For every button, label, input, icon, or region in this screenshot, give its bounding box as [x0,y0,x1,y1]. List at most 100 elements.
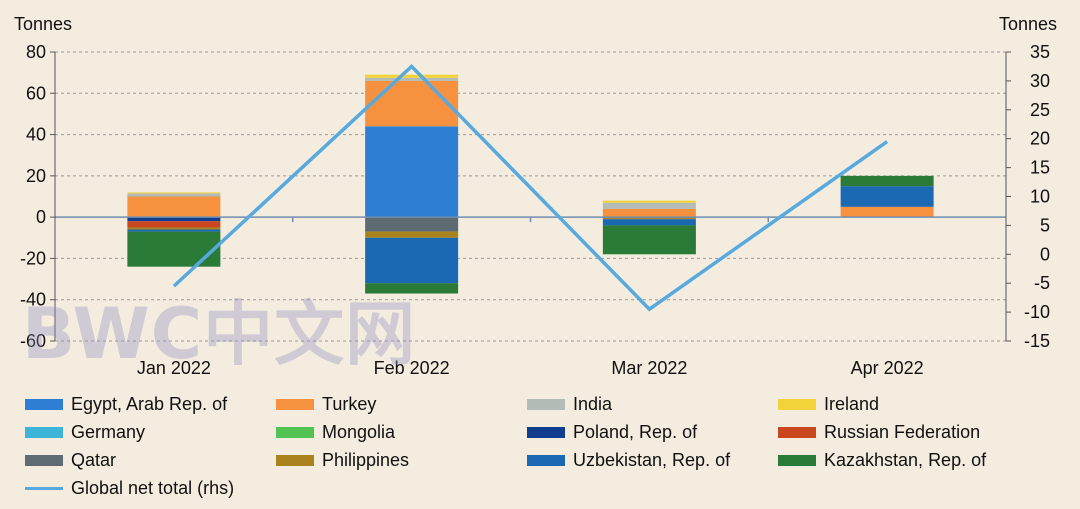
bar-segment-kazakhstan-rep-of [127,231,221,267]
legend-swatch [276,426,314,438]
right-tick-label: 25 [1030,100,1050,120]
legend-swatch [778,398,816,410]
bar-segment-india [365,77,459,81]
legend-label: Turkey [322,393,377,414]
legend-label: Qatar [71,449,117,470]
legend-label: Russian Federation [824,421,981,442]
legend-row: Qatar Philippines Uzbekistan, Rep. of Kazak… [25,446,1065,474]
left-tick-label: -40 [20,290,46,310]
bar-segment-qatar [365,217,459,232]
right-axis-tick-labels: 35 30 25 20 15 10 5 0 -5 -10 -15 [1006,42,1050,351]
legend-swatch [778,426,816,438]
bar-segment-philippines [127,227,221,230]
right-tick-label: 35 [1030,42,1050,62]
bar-segment-russian-federation [127,221,221,228]
legend-label: Ireland [824,393,880,414]
right-tick-label: 15 [1030,158,1050,178]
right-axis-unit: Tonnes [999,14,1057,34]
left-tick-label: 20 [26,166,46,186]
bar-segment-turkey [365,80,459,127]
left-tick-label: -20 [20,248,46,268]
legend-item: Philippines [276,450,527,471]
bar-segment-egypt-arab-rep-of [365,126,459,218]
legend-item: Kazakhstan, Rep. of [778,450,1029,471]
left-tick-label: 40 [26,125,46,145]
legend-swatch [25,454,63,466]
left-tick-label: 60 [26,83,46,103]
legend-swatch [527,398,565,410]
legend-label: Germany [71,421,146,442]
bar-segment-uzbekistan-rep-of [365,237,459,284]
right-tick-label: 10 [1030,187,1050,207]
legend-swatch [276,454,314,466]
legend-row: Germany Mongolia Poland, Rep. of Russian Fe… [25,418,1065,446]
legend-label: India [573,393,613,414]
right-tick-label: -15 [1024,331,1050,351]
legend-item: Turkey [276,394,527,415]
legend: Egypt, Arab Rep. of Turkey India Ireland Ger… [25,390,1065,502]
left-tick-label: 80 [26,42,46,62]
category-label: Apr 2022 [851,358,924,378]
x-axis-ticks [292,217,769,223]
right-tick-label: 20 [1030,129,1050,149]
global-net-total-line [172,63,889,312]
legend-row: Global net total (rhs) [25,474,1065,502]
legend-swatch [778,454,816,466]
category-label: Feb 2022 [374,358,450,378]
legend-label: Mongolia [322,421,396,442]
legend-item: Uzbekistan, Rep. of [527,450,778,471]
bar-segment-ireland [365,74,459,78]
bar-segment-ireland [127,192,221,194]
legend-swatch [527,426,565,438]
left-axis-tick-labels: 80 60 40 20 0 -20 -40 -60 [20,42,55,351]
bar-segment-philippines [365,231,459,238]
legend-item: Ireland [778,394,1029,415]
bar-segment-kazakhstan-rep-of [602,225,696,255]
bar-segment-turkey [840,206,934,218]
legend-label: Egypt, Arab Rep. of [71,393,228,414]
bar-segment-india [602,202,696,209]
chart: 80 60 40 20 0 -20 -40 -60 35 30 25 20 15 10 5 0 -5 -10 -1… [14,14,1057,378]
right-tick-label: -5 [1034,273,1050,293]
bar-segment-ireland [602,200,696,203]
legend-label: Poland, Rep. of [573,421,698,442]
legend-label: Kazakhstan, Rep. of [824,449,987,470]
legend-item: Egypt, Arab Rep. of [25,394,276,415]
bar-segment-poland-rep-of [127,217,221,222]
watermark: BWC中文网 [22,293,417,375]
legend-row: Egypt, Arab Rep. of Turkey India Ireland [25,390,1065,418]
bars [127,74,934,294]
legend-item: Russian Federation [778,422,1029,443]
legend-item: Qatar [25,450,276,471]
bar-segment-kazakhstan-rep-of [840,175,934,187]
left-tick-label: 0 [36,207,46,227]
bar-segment-turkey [602,208,696,218]
bar-segment-kazakhstan-rep-of [365,283,459,294]
right-tick-label: 0 [1040,244,1050,264]
legend-line-swatch [25,486,63,490]
legend-swatch [527,454,565,466]
right-tick-label: 5 [1040,215,1050,235]
left-axis-unit: Tonnes [14,14,72,34]
legend-label: Uzbekistan, Rep. of [573,449,731,470]
legend-item: Mongolia [276,422,527,443]
legend-swatch [276,398,314,410]
legend-item: Global net total (rhs) [25,478,276,499]
bar-segment-uzbekistan-rep-of [840,186,934,207]
category-label: Jan 2022 [137,358,211,378]
bar-segment-turkey [127,196,221,218]
legend-swatch [25,426,63,438]
right-tick-label: 30 [1030,71,1050,91]
bar-segment-india [127,193,221,197]
bar-segment-uzbekistan-rep-of [602,219,696,226]
legend-item: Poland, Rep. of [527,422,778,443]
bar-segment-philippines [602,217,696,220]
legend-label: Philippines [322,449,410,470]
legend-item: Germany [25,422,276,443]
right-tick-label: -10 [1024,302,1050,322]
category-labels: Jan 2022 Feb 2022 Mar 2022 Apr 2022 [137,358,924,378]
bar-segment-uzbekistan-rep-of [127,229,221,232]
category-label: Mar 2022 [611,358,687,378]
legend-swatch [25,398,63,410]
legend-item: India [527,394,778,415]
